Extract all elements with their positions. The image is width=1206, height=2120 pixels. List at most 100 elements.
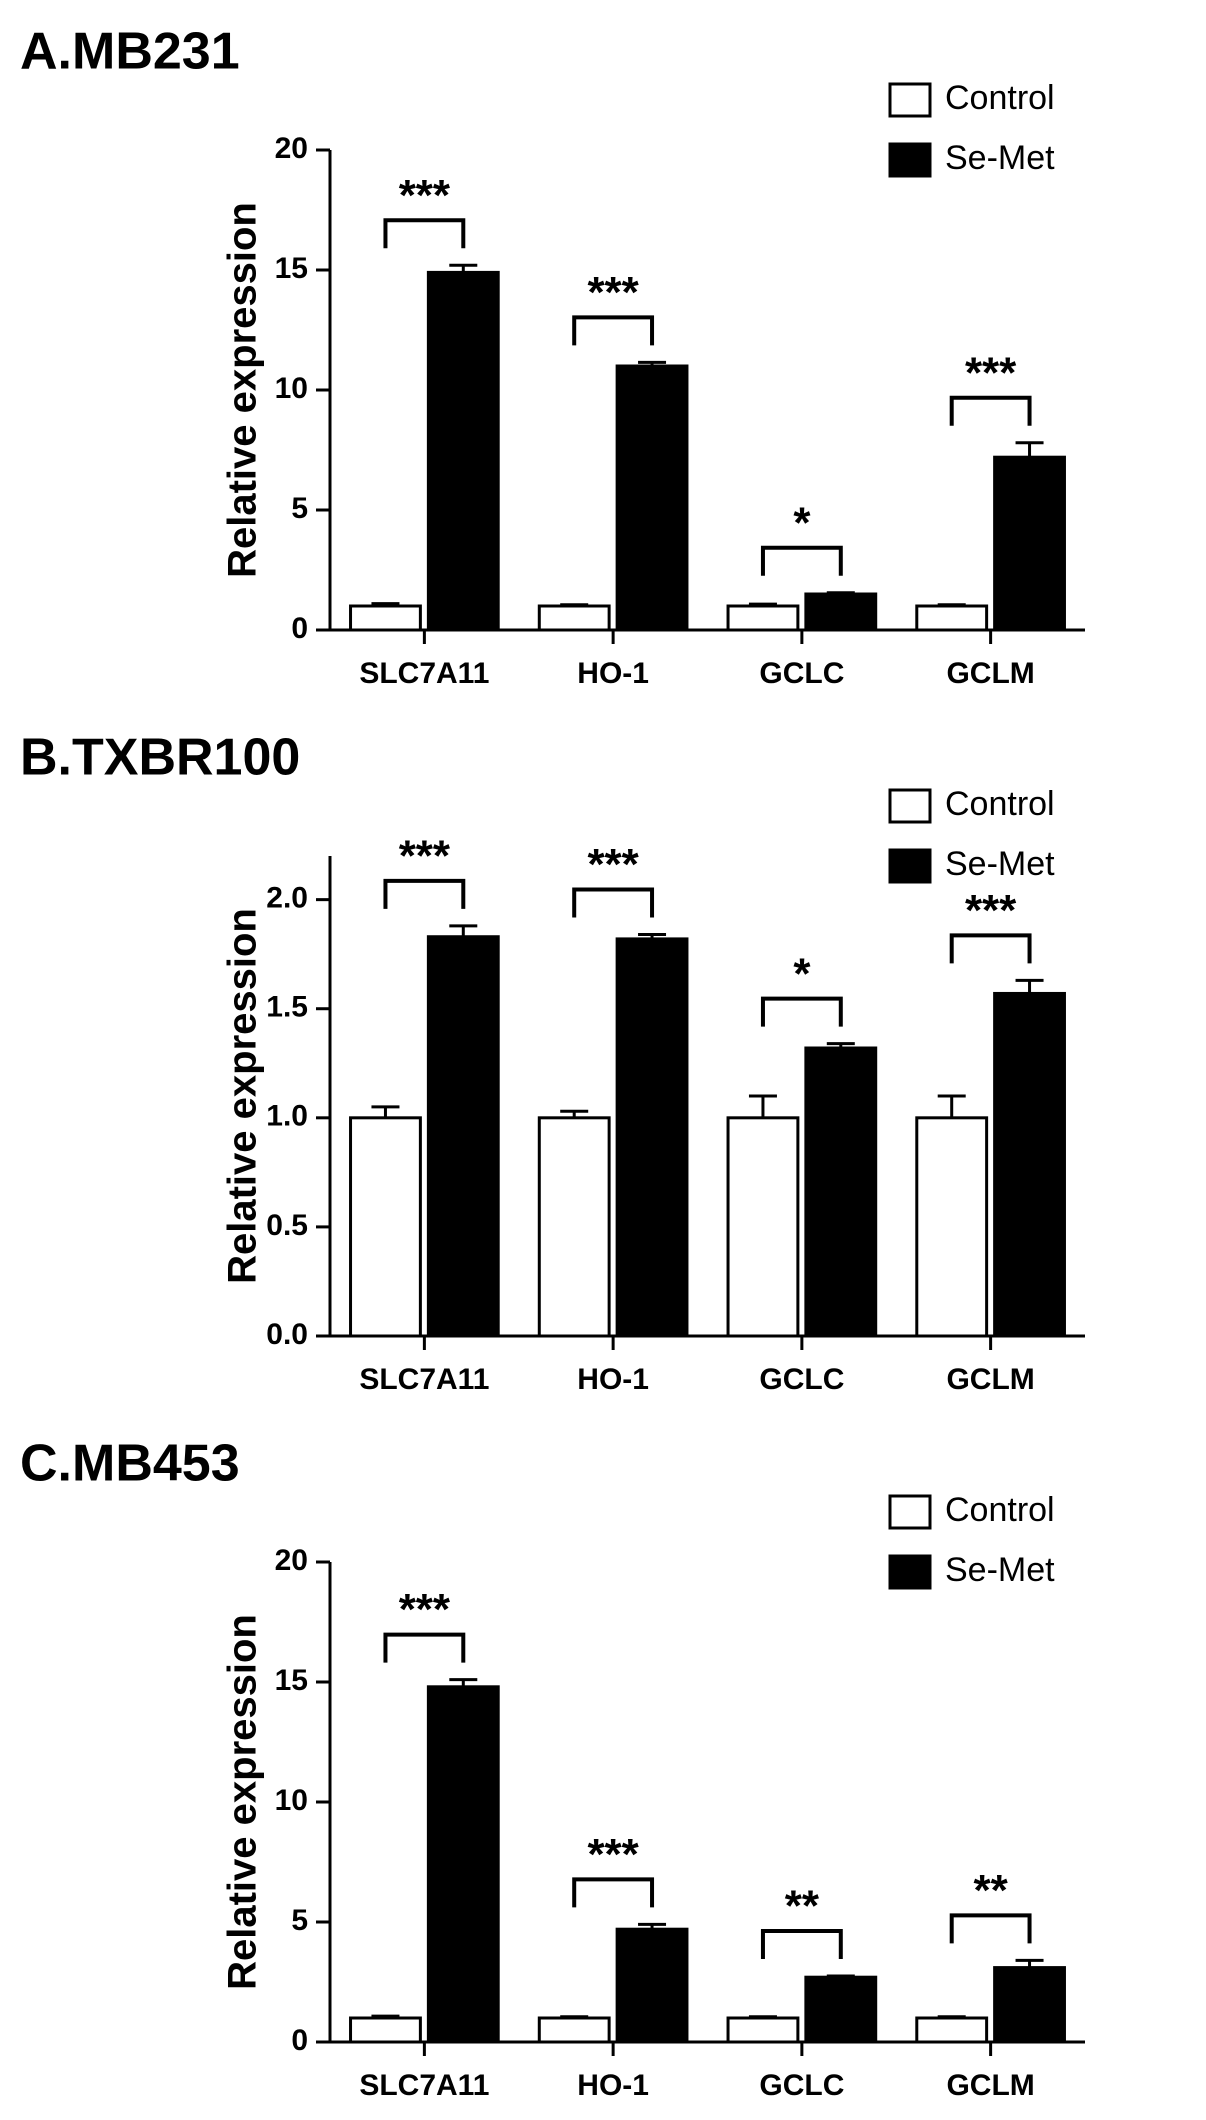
x-tick-label: SLC7A11 bbox=[359, 2069, 489, 2102]
error-bar bbox=[638, 1922, 667, 1930]
error-bar bbox=[560, 1109, 589, 1118]
significance-label: *** bbox=[587, 268, 639, 317]
y-tick-label: 0.0 bbox=[266, 1318, 308, 1351]
x-tick-label: HO-1 bbox=[577, 2069, 649, 2102]
significance-label: *** bbox=[587, 840, 639, 889]
significance-label: *** bbox=[965, 886, 1017, 935]
significance-bracket bbox=[760, 1929, 843, 1959]
significance-bracket bbox=[949, 1913, 1032, 1944]
error-bar bbox=[449, 924, 478, 937]
significance-bracket bbox=[383, 1632, 466, 1663]
y-tick-label: 20 bbox=[275, 1544, 308, 1577]
legend-label: Se-Met bbox=[945, 139, 1055, 177]
error-bar bbox=[937, 1094, 966, 1118]
significance-label: *** bbox=[399, 171, 451, 220]
error-bar bbox=[449, 1678, 478, 1687]
significance-bracket bbox=[760, 545, 843, 576]
bar bbox=[349, 604, 422, 632]
significance-label: ** bbox=[974, 1866, 1009, 1915]
y-tick-label: 0 bbox=[291, 2024, 308, 2057]
error-bar bbox=[1015, 441, 1044, 458]
legend-label: Control bbox=[945, 79, 1055, 117]
x-tick-label: HO-1 bbox=[577, 1363, 649, 1396]
bar bbox=[804, 1975, 878, 2044]
x-tick-label: GCLC bbox=[759, 2069, 844, 2102]
significance-bracket bbox=[760, 996, 843, 1027]
bar bbox=[915, 2016, 989, 2044]
bar bbox=[915, 1116, 989, 1338]
error-bar bbox=[560, 2015, 589, 2019]
bar bbox=[993, 1966, 1066, 2044]
bar bbox=[349, 1116, 422, 1338]
significance-bracket bbox=[572, 315, 655, 346]
error-bar bbox=[826, 1042, 855, 1048]
error-bar bbox=[748, 602, 777, 606]
legend-swatch bbox=[888, 788, 932, 824]
legend-swatch bbox=[888, 1554, 932, 1590]
error-bar bbox=[371, 1105, 400, 1118]
x-tick-label: GCLM bbox=[946, 2069, 1034, 2102]
significance-bracket bbox=[383, 218, 466, 249]
bar bbox=[993, 455, 1066, 632]
y-tick-label: 15 bbox=[275, 252, 308, 285]
significance-label: * bbox=[793, 498, 811, 547]
significance-bracket bbox=[949, 933, 1032, 964]
error-bar bbox=[449, 263, 478, 273]
legend-swatch bbox=[888, 1494, 932, 1530]
bar bbox=[726, 604, 800, 632]
x-tick-label: GCLM bbox=[946, 657, 1034, 690]
bar bbox=[915, 604, 989, 632]
significance-label: ** bbox=[785, 1882, 820, 1931]
legend-label: Se-Met bbox=[945, 845, 1055, 883]
y-tick-label: 10 bbox=[275, 372, 308, 405]
x-tick-label: GCLC bbox=[759, 657, 844, 690]
error-bar bbox=[560, 603, 589, 607]
significance-label: *** bbox=[965, 348, 1017, 397]
error-bar bbox=[937, 603, 966, 607]
y-tick-label: 2.0 bbox=[266, 882, 308, 915]
panel: B.TXBR100 Relative expression 0.0 0.5 1.0 1.5… bbox=[20, 729, 1085, 1396]
panel: A.MB231 Relative expression 0 5 10 15 20 SLC7A1… bbox=[20, 23, 1085, 690]
y-axis-label: Relative expression bbox=[221, 908, 265, 1284]
panel: C.MB453 Relative expression 0 5 10 15 20 SLC7A1… bbox=[20, 1435, 1085, 2102]
bar bbox=[349, 2016, 422, 2044]
significance-bracket bbox=[572, 887, 655, 918]
y-tick-label: 15 bbox=[275, 1664, 308, 1697]
y-axis-label: Relative expression bbox=[221, 1614, 265, 1990]
chart-title: B.TXBR100 bbox=[20, 729, 300, 787]
y-tick-label: 5 bbox=[291, 492, 308, 525]
legend-label: Control bbox=[945, 1491, 1055, 1529]
bar bbox=[615, 937, 689, 1338]
legend-swatch bbox=[888, 142, 932, 178]
bar bbox=[804, 1046, 878, 1338]
y-tick-label: 0 bbox=[291, 612, 308, 645]
error-bar bbox=[1015, 1958, 1044, 1968]
bar bbox=[426, 1685, 500, 2044]
legend-label: Control bbox=[945, 785, 1055, 823]
x-tick-label: SLC7A11 bbox=[359, 1363, 489, 1396]
legend-swatch bbox=[888, 848, 932, 884]
bar bbox=[726, 2016, 800, 2044]
y-tick-label: 1.5 bbox=[266, 991, 308, 1024]
chart-title: C.MB453 bbox=[20, 1435, 240, 1493]
significance-bracket bbox=[572, 1877, 655, 1908]
y-tick-label: 0.5 bbox=[266, 1209, 308, 1242]
chart-title: A.MB231 bbox=[20, 23, 240, 81]
significance-label: *** bbox=[587, 1830, 639, 1879]
x-tick-label: GCLM bbox=[946, 1363, 1034, 1396]
bar bbox=[615, 1927, 689, 2044]
y-tick-label: 10 bbox=[275, 1784, 308, 1817]
significance-bracket bbox=[949, 395, 1032, 426]
bar bbox=[537, 2016, 611, 2044]
significance-label: * bbox=[793, 949, 811, 998]
error-bar bbox=[748, 2015, 777, 2019]
legend-label: Se-Met bbox=[945, 1551, 1055, 1589]
error-bar bbox=[638, 360, 667, 366]
x-tick-label: GCLC bbox=[759, 1363, 844, 1396]
y-tick-label: 20 bbox=[275, 132, 308, 165]
significance-label: *** bbox=[399, 1585, 451, 1634]
bar bbox=[804, 592, 878, 632]
error-bar bbox=[371, 602, 400, 606]
bar bbox=[537, 1116, 611, 1338]
